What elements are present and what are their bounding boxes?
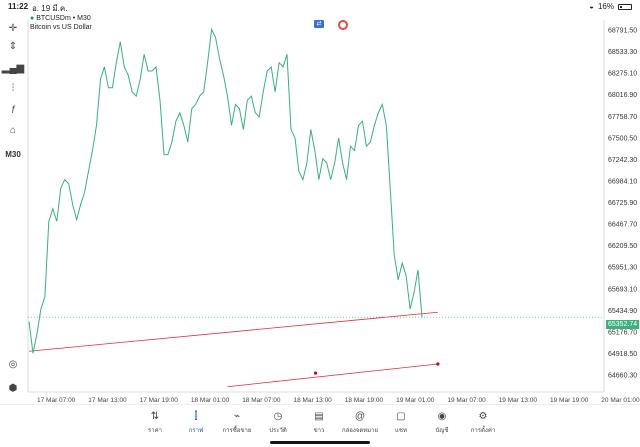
price-tick-label: 66725.90 xyxy=(608,200,637,207)
time-tick-label: 17 Mar 19:00 xyxy=(140,397,179,404)
price-tick-label: 68016.90 xyxy=(608,92,637,99)
nav-item-label: แชท xyxy=(395,428,407,434)
mailbox-icon: @ xyxy=(354,411,366,422)
settings-icon: ⚙ xyxy=(478,411,488,422)
time-tick-label: 17 Mar 07:00 xyxy=(37,397,76,404)
objects-icon[interactable]: ⌂ xyxy=(9,124,17,136)
price-series-line xyxy=(28,27,423,354)
trade-panel-icon[interactable]: ⇄ xyxy=(314,20,324,28)
price-tick-label: 68275.10 xyxy=(608,71,637,78)
wifi-icon: ◒ xyxy=(589,2,594,11)
trendline-1 xyxy=(28,311,438,352)
history-icon: ◷ xyxy=(273,411,283,422)
symbol-header: ● BTCUSDm • M30 Bitcoin vs US Dollar xyxy=(30,14,92,32)
time-tick-label: 19 Mar 01:00 xyxy=(396,397,435,404)
time-tick-label: 19 Mar 13:00 xyxy=(499,397,538,404)
nav-item-settings[interactable]: ⚙ การตั้งค่า xyxy=(463,409,503,435)
price-tick-label: 67500.50 xyxy=(608,135,637,142)
price-tick-label: 66209.50 xyxy=(608,243,637,250)
time-tick-label: 18 Mar 19:00 xyxy=(345,397,384,404)
price-tick-label: 65951.30 xyxy=(608,265,637,272)
price-tick-label: 64660.30 xyxy=(608,373,637,380)
trade-icon: ⌁ xyxy=(233,411,241,422)
time-tick-label: 18 Mar 07:00 xyxy=(242,397,281,404)
chart-icon: ⫿ xyxy=(194,411,198,422)
news-icon: ▤ xyxy=(314,411,324,422)
quotes-icon: ⇅ xyxy=(150,411,160,422)
nav-item-label: การตั้งค่า xyxy=(470,428,496,434)
nav-item-label: การซื้อขาย xyxy=(222,428,252,434)
nav-item-label: ประวัติ xyxy=(269,428,287,434)
nav-item-quotes[interactable]: ⇅ ราคา xyxy=(135,409,175,435)
time-tick-label: 18 Mar 13:00 xyxy=(294,397,333,404)
nav-item-account[interactable]: ◉ บัญชี xyxy=(422,409,462,435)
trendline-anchor-2 xyxy=(436,362,440,366)
status-time: 11:22 xyxy=(8,2,29,11)
symbol-name: Bitcoin vs US Dollar xyxy=(30,24,92,31)
price-tick-label: 67242.30 xyxy=(608,157,637,164)
function-icon[interactable]: f xyxy=(11,104,15,116)
price-chart[interactable]: 68791.50 68533.30 68275.10 68016.90 67758.70… xyxy=(0,0,640,410)
status-right: ◒ 16% xyxy=(589,2,632,11)
time-tick-label: 18 Mar 01:00 xyxy=(191,397,230,404)
nav-item-label: ข่าว xyxy=(313,428,325,434)
current-price-tag: 65352.74 xyxy=(606,320,640,329)
trendline-anchor-1 xyxy=(313,371,318,375)
symbol-ticker: BTCUSDm xyxy=(36,15,71,22)
nav-item-label: กล่องจดหมาย xyxy=(341,428,379,434)
nav-item-label: ราคา xyxy=(148,428,162,434)
price-tick-label: 68791.50 xyxy=(608,28,637,35)
app-logo-icon[interactable]: ⬢ xyxy=(8,382,18,394)
timeframe-button[interactable]: M30 xyxy=(5,149,21,159)
price-tick-label: 64918.50 xyxy=(608,351,637,358)
bars-icon[interactable]: ▂▄▆ xyxy=(1,62,25,74)
price-tick-label: 65693.10 xyxy=(608,286,637,293)
status-bar: 11:22 อ. 19 มี.ค. ◒ 16% xyxy=(0,0,640,13)
chat-icon: ▢ xyxy=(396,411,406,422)
battery-percent: 16% xyxy=(597,2,614,11)
price-tick-label: 66984.10 xyxy=(608,178,637,185)
price-tick-label: 66467.70 xyxy=(608,222,637,229)
header-badges: ⇄ xyxy=(314,20,348,30)
status-date: อ. 19 มี.ค. xyxy=(32,4,68,13)
bottom-nav: ⇅ ราคา ⫿ กราฟ ⌁ การซื้อขาย ◷ ประวัติ ▤ ข่าว @ กล่อง… xyxy=(0,404,640,447)
market-status-dot: ● xyxy=(30,15,35,22)
nav-item-history[interactable]: ◷ ประวัติ xyxy=(258,409,298,435)
record-icon[interactable] xyxy=(338,20,348,30)
time-tick-label: 17 Mar 13:00 xyxy=(88,397,127,404)
zoom-icon[interactable]: ◎ xyxy=(8,358,18,370)
time-tick-label: 19 Mar 07:00 xyxy=(447,397,486,404)
trendline-2 xyxy=(227,363,438,388)
nav-item-news[interactable]: ▤ ข่าว xyxy=(299,409,339,435)
nav-item-label: บัญชี xyxy=(435,428,449,434)
price-tick-label: 65176.70 xyxy=(608,329,637,336)
time-tick-label: 20 Mar 01:00 xyxy=(601,397,640,404)
account-icon: ◉ xyxy=(437,411,447,422)
chart-area[interactable]: 68791.50 68533.30 68275.10 68016.90 67758.70… xyxy=(0,0,640,410)
price-tick-label: 68533.30 xyxy=(608,49,637,56)
nav-item-mailbox[interactable]: @ กล่องจดหมาย xyxy=(340,409,380,435)
settings-sliders-icon[interactable]: ⫶ xyxy=(11,82,15,94)
nav-item-label: กราฟ xyxy=(188,428,204,434)
nav-item-trade[interactable]: ⌁ การซื้อขาย xyxy=(217,409,257,435)
nav-item-chart[interactable]: ⫿ กราฟ xyxy=(176,409,216,435)
header-separator: • xyxy=(72,15,76,22)
home-indicator xyxy=(270,441,370,444)
crosshair-icon[interactable]: ✛ xyxy=(8,22,18,34)
symbol-timeframe: M30 xyxy=(77,15,91,22)
price-tick-label: 65434.90 xyxy=(608,308,637,315)
price-tick-label: 67758.70 xyxy=(608,114,637,121)
time-tick-label: 19 Mar 19:00 xyxy=(550,397,589,404)
battery-icon xyxy=(618,3,632,10)
nav-item-chat[interactable]: ▢ แชท xyxy=(381,409,421,435)
left-toolbar: ✛ ⇕ ▂▄▆ ⫶ f ⌂ M30 ◎ ⬢ xyxy=(0,23,26,412)
indicators-icon[interactable]: ⇕ xyxy=(8,40,18,52)
